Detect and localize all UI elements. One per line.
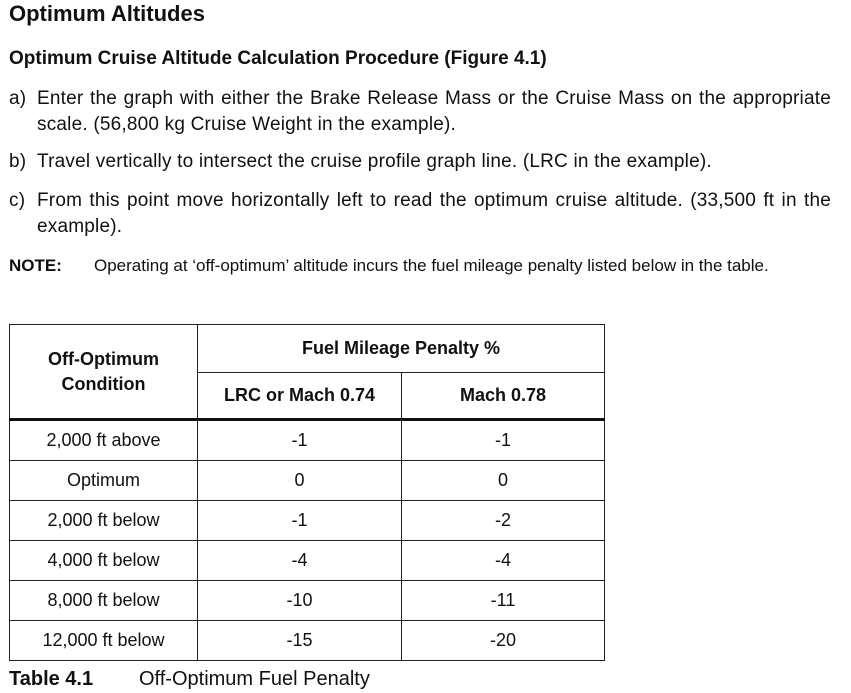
fuel-penalty-group-header: Fuel Mileage Penalty % xyxy=(197,324,605,373)
table-caption-text: Off-Optimum Fuel Penalty xyxy=(139,668,370,690)
condition-header: Off-Optimum Condition xyxy=(9,324,198,421)
mach-078-column-header: Mach 0.78 xyxy=(401,372,605,421)
mach-078-penalty-cell: -11 xyxy=(401,580,605,621)
condition-cell: 2,000 ft below xyxy=(9,500,198,541)
step-marker: c) xyxy=(9,190,26,211)
subsection-title: Optimum Cruise Altitude Calculation Proc… xyxy=(9,48,547,69)
mach-078-penalty-cell: -2 xyxy=(401,500,605,541)
procedure-step-b: b) Travel vertically to intersect the cr… xyxy=(9,149,831,175)
mach-078-penalty-cell: -4 xyxy=(401,540,605,581)
table-row: 2,000 ft above -1 -1 xyxy=(9,419,605,461)
step-marker: b) xyxy=(9,151,27,172)
mach-078-penalty-cell: -1 xyxy=(401,419,605,461)
lrc-column-header: LRC or Mach 0.74 xyxy=(197,372,402,421)
note: NOTE: Operating at ‘off-optimum’ altitud… xyxy=(9,254,831,278)
section-title: Optimum Altitudes xyxy=(9,1,205,26)
table-row: 12,000 ft below -15 -20 xyxy=(9,620,605,661)
step-text: Enter the graph with either the Brake Re… xyxy=(37,88,831,135)
condition-cell: Optimum xyxy=(9,460,198,501)
note-label: NOTE: xyxy=(9,256,62,275)
table-row: 4,000 ft below -4 -4 xyxy=(9,540,605,581)
condition-header-line: Off-Optimum xyxy=(48,348,159,369)
table-row: 8,000 ft below -10 -11 xyxy=(9,580,605,621)
table-row: 2,000 ft below -1 -2 xyxy=(9,500,605,541)
step-text: From this point move horizontally left t… xyxy=(37,190,831,237)
table-caption: Table 4.1 Off-Optimum Fuel Penalty xyxy=(9,668,370,691)
table-header-row: Off-Optimum Condition Fuel Mileage Penal… xyxy=(9,324,605,421)
procedure-step-a: a) Enter the graph with either the Brake… xyxy=(9,86,831,138)
condition-cell: 8,000 ft below xyxy=(9,580,198,621)
note-text: Operating at ‘off-optimum’ altitude incu… xyxy=(94,256,769,275)
lrc-penalty-cell: -15 xyxy=(197,620,402,661)
table-caption-label: Table 4.1 xyxy=(9,668,94,690)
condition-cell: 4,000 ft below xyxy=(9,540,198,581)
condition-header-line: Condition xyxy=(61,373,146,394)
lrc-penalty-cell: -4 xyxy=(197,540,402,581)
procedure-step-c: c) From this point move horizontally lef… xyxy=(9,188,831,240)
mach-078-penalty-cell: -20 xyxy=(401,620,605,661)
step-marker: a) xyxy=(9,88,27,109)
fuel-penalty-table: Off-Optimum Condition Fuel Mileage Penal… xyxy=(9,324,605,661)
lrc-penalty-cell: 0 xyxy=(197,460,402,501)
lrc-penalty-cell: -1 xyxy=(197,500,402,541)
lrc-penalty-cell: -1 xyxy=(197,419,402,461)
condition-cell: 12,000 ft below xyxy=(9,620,198,661)
condition-cell: 2,000 ft above xyxy=(9,419,198,461)
lrc-penalty-cell: -10 xyxy=(197,580,402,621)
step-text: Travel vertically to intersect the cruis… xyxy=(37,151,712,172)
table-subheader-row: LRC or Mach 0.74 Mach 0.78 xyxy=(10,372,605,421)
mach-078-penalty-cell: 0 xyxy=(401,460,605,501)
table-row: Optimum 0 0 xyxy=(9,460,605,501)
